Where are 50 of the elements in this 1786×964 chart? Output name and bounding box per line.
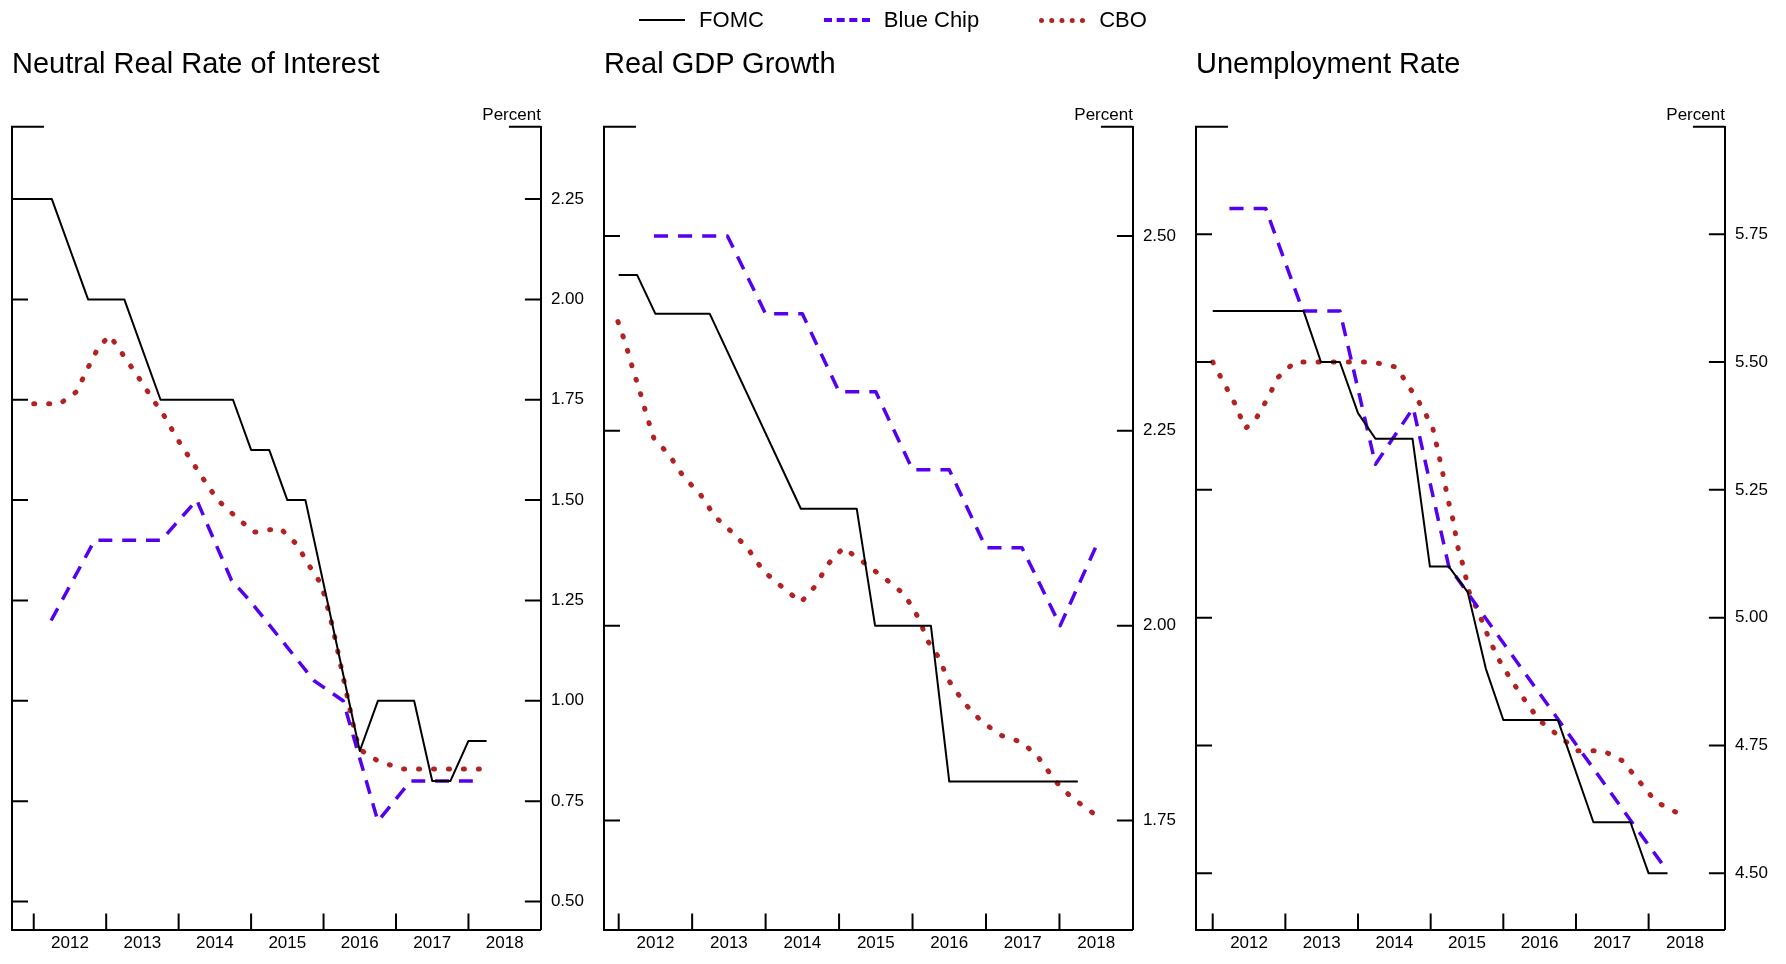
- x-tick-label: 2012: [51, 933, 89, 953]
- x-tick-label: 2013: [1302, 933, 1341, 953]
- line-series: [652, 234, 1098, 628]
- x-tick-label: 2013: [709, 933, 748, 953]
- x-tick-label: 2014: [783, 933, 822, 953]
- x-tick-label: 2012: [636, 933, 675, 953]
- y-tick-label: 1.50: [550, 489, 585, 509]
- y-tick-label: 5.25: [1734, 479, 1769, 499]
- x-tick-label: 2014: [1375, 933, 1414, 953]
- y-tick-label: 1.25: [550, 590, 585, 610]
- legend-label: CBO: [1099, 7, 1147, 33]
- y-tick-label: 2.50: [1142, 225, 1177, 245]
- chart-title: Neutral Real Rate of Interest: [12, 47, 380, 80]
- y-tick-label: 1.75: [1142, 810, 1177, 830]
- x-tick-label: 2017: [413, 933, 452, 953]
- y-tick-label: 2.00: [1142, 615, 1177, 635]
- legend-label: FOMC: [699, 7, 764, 33]
- chart-title: Real GDP Growth: [604, 47, 836, 80]
- x-tick-label: 2015: [1448, 933, 1486, 953]
- y-tick-label: 4.50: [1734, 863, 1769, 883]
- y-tick-label: 5.00: [1734, 607, 1769, 627]
- chart-title: Unemployment Rate: [1196, 47, 1461, 80]
- y-tick-label: 5.50: [1734, 351, 1769, 371]
- y-axis-title: Percent: [1074, 104, 1134, 124]
- x-tick-label: 2012: [1230, 933, 1268, 953]
- x-tick-label: 2018: [1666, 933, 1704, 953]
- y-tick-label: 4.75: [1734, 735, 1769, 755]
- line-series: [1227, 206, 1664, 865]
- y-tick-label: 2.00: [550, 289, 585, 309]
- x-tick-label: 2018: [1077, 933, 1116, 953]
- x-tick-label: 2015: [268, 933, 307, 953]
- x-tick-label: 2016: [930, 933, 969, 953]
- y-tick-label: 0.75: [550, 790, 585, 810]
- x-tick-label: 2017: [1003, 933, 1042, 953]
- y-tick-label: 5.75: [1734, 223, 1769, 243]
- x-tick-label: 2018: [485, 933, 524, 953]
- x-tick-label: 2014: [195, 933, 234, 953]
- y-tick-label: 1.00: [550, 690, 585, 710]
- y-tick-label: 2.25: [1142, 420, 1177, 440]
- y-axis-title: Percent: [1666, 104, 1726, 124]
- x-tick-label: 2016: [340, 933, 379, 953]
- x-tick-label: 2013: [123, 933, 162, 953]
- y-tick-label: 1.75: [550, 389, 585, 409]
- y-tick-label: 2.25: [550, 188, 585, 208]
- y-tick-label: 0.50: [550, 891, 585, 911]
- x-tick-label: 2017: [1593, 933, 1632, 953]
- y-axis-title: Percent: [482, 104, 542, 124]
- x-tick-label: 2016: [1520, 933, 1559, 953]
- x-tick-label: 2015: [856, 933, 895, 953]
- legend-label: Blue Chip: [883, 7, 980, 33]
